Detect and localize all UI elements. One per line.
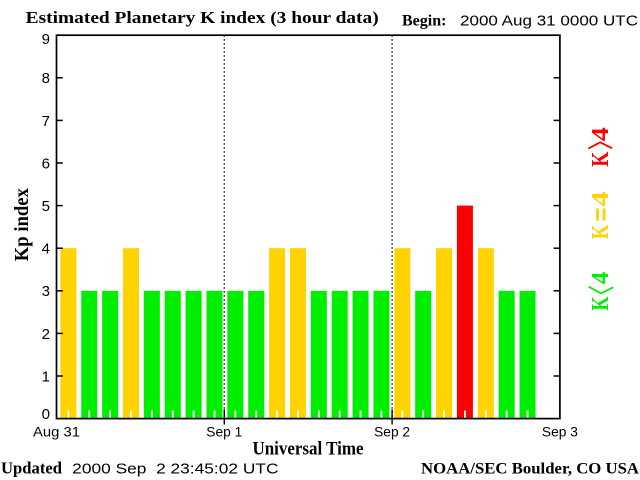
svg-text:6: 6 [42, 155, 50, 172]
svg-text:Sep 2: Sep 2 [374, 424, 410, 440]
svg-text:4: 4 [42, 241, 50, 258]
svg-text:1: 1 [42, 368, 50, 385]
svg-text:K: K [588, 151, 614, 166]
svg-text:2: 2 [42, 326, 50, 343]
svg-text:0: 0 [42, 406, 50, 423]
svg-text:2000 Sep 2 23:45:02 UTC: 2000 Sep 2 23:45:02 UTC [72, 462, 278, 478]
svg-text:K: K [588, 224, 614, 239]
svg-text:8: 8 [42, 70, 50, 87]
svg-text:5: 5 [42, 198, 50, 215]
svg-text:Aug 31: Aug 31 [33, 424, 80, 440]
svg-text:Estimated Planetary K index (3: Estimated Planetary K index (3 hour data… [26, 8, 379, 27]
svg-text:3: 3 [42, 283, 50, 300]
svg-text:Begin:: Begin: [402, 12, 446, 29]
svg-text:9: 9 [42, 31, 50, 48]
svg-text:NOAA/SEC Boulder, CO USA: NOAA/SEC Boulder, CO USA [421, 461, 639, 478]
svg-text:2000 Aug 31 0000 UTC: 2000 Aug 31 0000 UTC [460, 13, 638, 29]
svg-text:Updated: Updated [1, 459, 63, 478]
svg-text:4: 4 [588, 191, 614, 206]
svg-text:Universal Time: Universal Time [253, 439, 364, 460]
svg-text:7: 7 [42, 113, 50, 130]
svg-text:Kp index: Kp index [11, 188, 33, 261]
svg-text:Sep 1: Sep 1 [206, 424, 242, 440]
svg-text:Sep 3: Sep 3 [542, 424, 578, 440]
svg-text:4: 4 [588, 272, 614, 285]
svg-text:K: K [588, 296, 614, 310]
svg-text:4: 4 [588, 127, 614, 141]
